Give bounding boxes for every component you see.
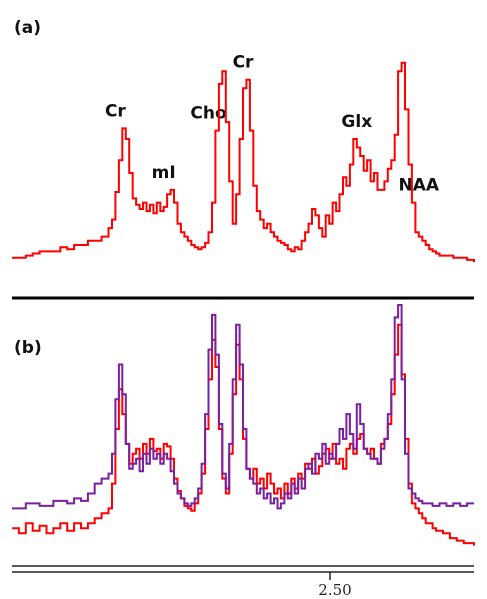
spectrum-series-1 [12,61,475,262]
x-tick-label: 2.50 [318,581,351,599]
peak-label: Cr [105,101,126,121]
panel-b-label: (b) [14,338,42,358]
panel-b: (b) [12,304,475,546]
peak-label: Glx [341,112,372,132]
peak-label: Cr [233,53,254,73]
panel-a: (a) Cr mI Cho Cr Glx NAA [12,18,475,262]
spectrum-series-2 [12,304,474,510]
peak-label: Cho [190,104,226,124]
peak-labels: Cr mI Cho Cr Glx NAA [105,53,440,196]
x-axis: 2.50 [12,565,474,599]
peak-label: mI [152,163,176,183]
peak-label: NAA [399,176,440,196]
panel-b-series [12,304,475,546]
panel-a-label: (a) [14,18,41,38]
panel-a-series [12,61,475,262]
